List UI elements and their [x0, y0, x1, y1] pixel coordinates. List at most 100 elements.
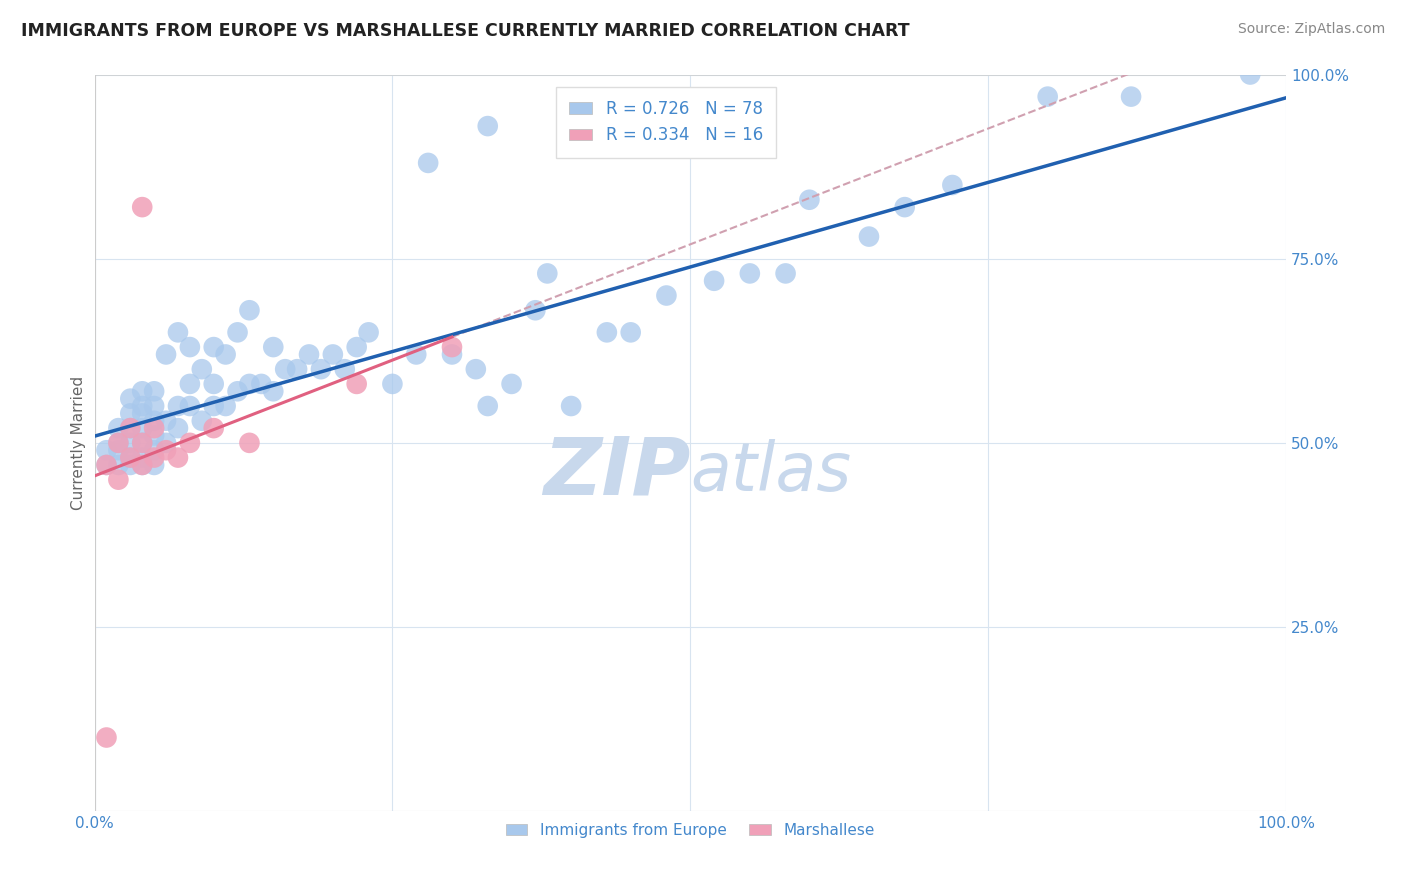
- Point: [322, 347, 344, 361]
- Point: [143, 428, 166, 442]
- Point: [107, 443, 129, 458]
- Text: IMMIGRANTS FROM EUROPE VS MARSHALLESE CURRENTLY MARRIED CORRELATION CHART: IMMIGRANTS FROM EUROPE VS MARSHALLESE CU…: [21, 22, 910, 40]
- Point: [501, 376, 523, 391]
- Point: [143, 458, 166, 472]
- Point: [107, 435, 129, 450]
- Point: [738, 267, 761, 281]
- Point: [274, 362, 297, 376]
- Point: [596, 326, 619, 340]
- Point: [155, 443, 177, 458]
- Point: [655, 288, 678, 302]
- Point: [155, 347, 177, 361]
- Point: [131, 458, 153, 472]
- Point: [226, 326, 249, 340]
- Point: [96, 458, 118, 472]
- Point: [536, 267, 558, 281]
- Point: [381, 376, 404, 391]
- Point: [477, 399, 499, 413]
- Point: [131, 384, 153, 399]
- Point: [1239, 68, 1261, 82]
- Point: [440, 347, 463, 361]
- Point: [298, 347, 321, 361]
- Point: [167, 399, 190, 413]
- Point: [941, 178, 963, 192]
- Point: [96, 443, 118, 458]
- Point: [179, 340, 201, 354]
- Point: [191, 362, 214, 376]
- Point: [202, 376, 225, 391]
- Point: [418, 156, 440, 170]
- Point: [107, 421, 129, 435]
- Point: [131, 421, 153, 435]
- Point: [143, 421, 166, 435]
- Point: [131, 435, 153, 450]
- Point: [191, 414, 214, 428]
- Point: [179, 376, 201, 391]
- Legend: Immigrants from Europe, Marshallese: Immigrants from Europe, Marshallese: [501, 817, 880, 844]
- Point: [799, 193, 821, 207]
- Point: [120, 435, 142, 450]
- Point: [477, 119, 499, 133]
- Point: [202, 340, 225, 354]
- Point: [131, 458, 153, 472]
- Point: [238, 376, 260, 391]
- Point: [120, 406, 142, 420]
- Point: [120, 450, 142, 465]
- Text: Source: ZipAtlas.com: Source: ZipAtlas.com: [1237, 22, 1385, 37]
- Point: [262, 384, 284, 399]
- Point: [167, 450, 190, 465]
- Point: [202, 399, 225, 413]
- Point: [775, 267, 797, 281]
- Point: [155, 414, 177, 428]
- Y-axis label: Currently Married: Currently Married: [72, 376, 86, 510]
- Point: [131, 399, 153, 413]
- Point: [620, 326, 643, 340]
- Point: [357, 326, 380, 340]
- Point: [524, 303, 547, 318]
- Point: [107, 458, 129, 472]
- Point: [143, 443, 166, 458]
- Point: [179, 399, 201, 413]
- Point: [107, 473, 129, 487]
- Point: [120, 450, 142, 465]
- Point: [238, 303, 260, 318]
- Point: [143, 384, 166, 399]
- Point: [96, 458, 118, 472]
- Point: [143, 399, 166, 413]
- Point: [143, 414, 166, 428]
- Point: [131, 450, 153, 465]
- Point: [120, 421, 142, 435]
- Point: [120, 421, 142, 435]
- Text: atlas: atlas: [690, 440, 852, 505]
- Point: [155, 435, 177, 450]
- Point: [179, 435, 201, 450]
- Point: [262, 340, 284, 354]
- Point: [131, 406, 153, 420]
- Point: [214, 347, 236, 361]
- Point: [560, 399, 582, 413]
- Point: [858, 229, 880, 244]
- Point: [405, 347, 427, 361]
- Point: [96, 731, 118, 745]
- Point: [346, 376, 368, 391]
- Point: [120, 458, 142, 472]
- Point: [131, 200, 153, 214]
- Point: [226, 384, 249, 399]
- Point: [167, 326, 190, 340]
- Point: [893, 200, 915, 214]
- Text: ZIP: ZIP: [543, 434, 690, 511]
- Point: [120, 392, 142, 406]
- Point: [143, 450, 166, 465]
- Point: [440, 340, 463, 354]
- Point: [250, 376, 273, 391]
- Point: [1119, 89, 1142, 103]
- Point: [214, 399, 236, 413]
- Point: [1036, 89, 1059, 103]
- Point: [464, 362, 486, 376]
- Point: [703, 274, 725, 288]
- Point: [346, 340, 368, 354]
- Point: [333, 362, 356, 376]
- Point: [238, 435, 260, 450]
- Point: [309, 362, 332, 376]
- Point: [202, 421, 225, 435]
